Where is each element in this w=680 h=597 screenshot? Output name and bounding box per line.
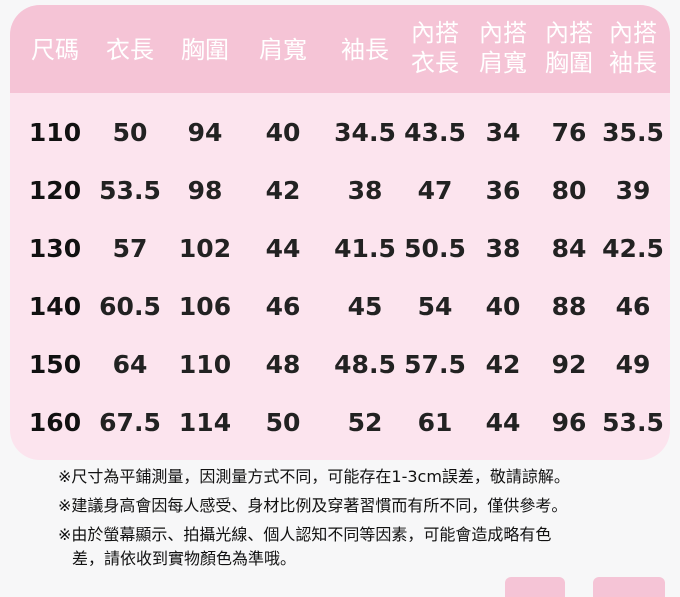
note-color: ※由於螢幕顯示、拍攝光線、個人認知不同等因素，可能會造成略有色 (58, 525, 552, 544)
value-cell: 38 (485, 234, 521, 263)
header-line: 內搭 (545, 19, 593, 47)
value-cell: 64 (112, 350, 148, 379)
header-line: 肩寬 (479, 49, 527, 77)
table-row: 140 60.5 106 46 45 54 40 88 46 (10, 287, 670, 327)
table-header: 尺碼 衣長 胸圍 肩寬 袖長 內搭 衣長 內搭 肩寬 內搭 胸圍 內搭 袖長 (10, 5, 670, 93)
value-cell: 43.5 (404, 118, 466, 147)
value-cell: 92 (551, 350, 587, 379)
header-line: 衣長 (106, 36, 154, 64)
value-cell: 94 (187, 118, 223, 147)
header-cell: 尺碼 (31, 35, 79, 65)
value-cell: 38 (347, 176, 383, 205)
value-cell: 39 (615, 176, 651, 205)
size-cell: 140 (28, 292, 82, 321)
header-cell: 肩寬 (259, 35, 307, 65)
header-cell: 胸圍 (181, 35, 229, 65)
value-cell: 61 (417, 408, 453, 437)
size-cell: 150 (28, 350, 82, 379)
header-line: 袖長 (341, 36, 389, 64)
value-cell: 40 (265, 118, 301, 147)
header-line: 內搭 (479, 19, 527, 47)
size-cell: 160 (28, 408, 82, 437)
value-cell: 102 (178, 234, 232, 263)
value-cell: 67.5 (99, 408, 161, 437)
table-row: 150 64 110 48 48.5 57.5 42 92 49 (10, 345, 670, 385)
table-row: 110 50 94 40 34.5 43.5 34 76 35.5 (10, 113, 670, 153)
table-row: 120 53.5 98 42 38 47 36 80 39 (10, 171, 670, 211)
header-cell: 內搭 肩寬 (479, 18, 527, 78)
value-cell: 53.5 (99, 176, 161, 205)
value-cell: 48 (265, 350, 301, 379)
size-cell: 110 (28, 118, 82, 147)
value-cell: 45 (347, 292, 383, 321)
notes: ※尺寸為平鋪測量，因測量方式不同，可能存在1-3cm誤差，敬請諒解。 ※建議身高… (58, 462, 570, 569)
value-cell: 42 (265, 176, 301, 205)
value-cell: 50.5 (404, 234, 466, 263)
partial-tab (505, 577, 565, 597)
value-cell: 53.5 (602, 408, 664, 437)
header-line: 內搭 (411, 19, 459, 47)
table-row: 130 57 102 44 41.5 50.5 38 84 42.5 (10, 229, 670, 269)
header-cell: 內搭 衣長 (411, 18, 459, 78)
value-cell: 34 (485, 118, 521, 147)
header-line: 胸圍 (545, 49, 593, 77)
value-cell: 60.5 (99, 292, 161, 321)
value-cell: 80 (551, 176, 587, 205)
partial-tab (593, 577, 665, 597)
value-cell: 36 (485, 176, 521, 205)
header-line: 內搭 (609, 19, 657, 47)
value-cell: 57.5 (404, 350, 466, 379)
value-cell: 34.5 (334, 118, 396, 147)
value-cell: 40 (485, 292, 521, 321)
value-cell: 47 (417, 176, 453, 205)
value-cell: 54 (417, 292, 453, 321)
value-cell: 49 (615, 350, 651, 379)
value-cell: 48.5 (334, 350, 396, 379)
header-cell: 衣長 (106, 35, 154, 65)
value-cell: 50 (265, 408, 301, 437)
value-cell: 106 (178, 292, 232, 321)
note-height: ※建議身高會因每人感受、身材比例及穿著習慣而有所不同，僅供參考。 (58, 496, 568, 515)
value-cell: 35.5 (602, 118, 664, 147)
note-color-cont: 差，請依收到實物顏色為準哦。 (72, 549, 297, 568)
header-cell: 內搭 袖長 (609, 18, 657, 78)
value-cell: 110 (178, 350, 232, 379)
header-cell: 內搭 胸圍 (545, 18, 593, 78)
value-cell: 46 (615, 292, 651, 321)
value-cell: 84 (551, 234, 587, 263)
value-cell: 46 (265, 292, 301, 321)
size-chart-table: 尺碼 衣長 胸圍 肩寬 袖長 內搭 衣長 內搭 肩寬 內搭 胸圍 內搭 袖長 110 50 94 40 34.5… (10, 5, 670, 460)
value-cell: 44 (485, 408, 521, 437)
header-line: 胸圍 (181, 36, 229, 64)
size-cell: 130 (28, 234, 82, 263)
value-cell: 42 (485, 350, 521, 379)
value-cell: 52 (347, 408, 383, 437)
header-line: 衣長 (411, 49, 459, 77)
table-row: 160 67.5 114 50 52 61 44 96 53.5 (10, 403, 670, 443)
header-line: 肩寬 (259, 36, 307, 64)
value-cell: 114 (178, 408, 232, 437)
note-measurement: ※尺寸為平鋪測量，因測量方式不同，可能存在1-3cm誤差，敬請諒解。 (58, 467, 570, 486)
value-cell: 88 (551, 292, 587, 321)
value-cell: 96 (551, 408, 587, 437)
header-line: 尺碼 (31, 36, 79, 64)
value-cell: 98 (187, 176, 223, 205)
header-line: 袖長 (609, 49, 657, 77)
value-cell: 41.5 (334, 234, 396, 263)
value-cell: 42.5 (602, 234, 664, 263)
value-cell: 76 (551, 118, 587, 147)
size-cell: 120 (28, 176, 82, 205)
value-cell: 44 (265, 234, 301, 263)
value-cell: 57 (112, 234, 148, 263)
value-cell: 50 (112, 118, 148, 147)
header-cell: 袖長 (341, 35, 389, 65)
